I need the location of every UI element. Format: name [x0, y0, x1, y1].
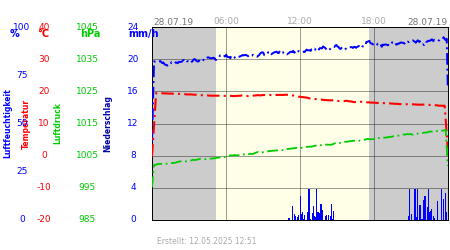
Bar [309, 190, 310, 220]
Bar [310, 218, 311, 220]
Text: 50: 50 [16, 119, 28, 128]
Bar [292, 206, 293, 220]
Bar [443, 199, 444, 220]
Text: 1045: 1045 [76, 22, 99, 32]
Text: 24: 24 [127, 22, 139, 32]
Text: 995: 995 [78, 183, 95, 192]
Text: 12: 12 [127, 119, 139, 128]
Bar [288, 218, 290, 220]
Bar [428, 212, 430, 220]
Bar [331, 204, 332, 220]
Bar [433, 216, 434, 220]
Text: 30: 30 [38, 55, 50, 64]
Text: hPa: hPa [80, 29, 100, 39]
Text: 40: 40 [38, 22, 50, 32]
Text: Niederschlag: Niederschlag [104, 95, 112, 152]
Text: Luftfeuchtigkeit: Luftfeuchtigkeit [4, 89, 13, 158]
Bar [445, 193, 446, 220]
Bar [427, 207, 428, 220]
Text: 8: 8 [130, 151, 136, 160]
Text: 20: 20 [127, 55, 139, 64]
Bar [320, 204, 322, 220]
Bar [330, 216, 331, 220]
Bar [409, 190, 410, 220]
Bar [316, 190, 318, 220]
Bar [328, 215, 329, 220]
Text: 1025: 1025 [76, 87, 99, 96]
Bar [446, 212, 447, 220]
Text: 4: 4 [130, 183, 136, 192]
Bar [302, 212, 303, 220]
Bar [424, 196, 426, 220]
Bar [313, 206, 315, 220]
Text: 985: 985 [78, 216, 95, 224]
Text: -10: -10 [36, 183, 51, 192]
Bar [325, 216, 327, 220]
Bar [298, 215, 299, 220]
Text: 75: 75 [16, 71, 28, 80]
Text: Temperatur: Temperatur [22, 98, 31, 148]
Bar [321, 210, 323, 220]
Bar [312, 213, 313, 220]
Bar [408, 216, 409, 220]
Bar [308, 190, 309, 220]
Text: 16: 16 [127, 87, 139, 96]
Bar [318, 213, 320, 220]
Text: 28.07.19: 28.07.19 [153, 18, 193, 27]
Text: Erstellt: 12.05.2025 12:51: Erstellt: 12.05.2025 12:51 [157, 237, 256, 246]
Text: %: % [10, 29, 20, 39]
Bar [369, 27, 448, 220]
Bar [416, 217, 418, 220]
Bar [300, 196, 301, 220]
Text: Luftdruck: Luftdruck [54, 102, 63, 144]
Bar [417, 190, 419, 220]
Bar [303, 219, 304, 220]
Text: mm/h: mm/h [128, 29, 158, 39]
Bar [333, 211, 334, 220]
Bar [216, 27, 369, 220]
Text: 0: 0 [130, 216, 136, 224]
Text: 1035: 1035 [76, 55, 99, 64]
Text: 0: 0 [41, 151, 47, 160]
Bar [411, 214, 412, 220]
Bar [332, 218, 333, 220]
Bar [423, 200, 425, 220]
Text: -20: -20 [37, 216, 51, 224]
Bar [434, 218, 435, 220]
Text: 0: 0 [19, 216, 25, 224]
Text: 10: 10 [38, 119, 50, 128]
Bar [441, 190, 442, 220]
Bar [431, 209, 432, 220]
Bar [419, 204, 421, 220]
Text: 100: 100 [14, 22, 31, 32]
Bar [324, 216, 326, 220]
Bar [293, 214, 295, 220]
Bar [414, 190, 415, 220]
Text: °C: °C [37, 29, 49, 39]
Bar [415, 190, 416, 220]
Bar [315, 217, 316, 220]
Bar [421, 219, 423, 220]
Bar [297, 217, 298, 220]
Text: 25: 25 [16, 167, 28, 176]
Bar [152, 27, 216, 220]
Bar [304, 216, 305, 220]
Bar [301, 214, 302, 220]
Text: 20: 20 [38, 87, 50, 96]
Bar [437, 200, 438, 220]
Text: 1015: 1015 [76, 119, 99, 128]
Bar [317, 212, 319, 220]
Bar [295, 216, 296, 220]
Text: 28.07.19: 28.07.19 [407, 18, 447, 27]
Bar [314, 216, 315, 220]
Text: 1005: 1005 [76, 151, 99, 160]
Bar [430, 211, 431, 220]
Bar [307, 212, 308, 220]
Bar [428, 190, 429, 220]
